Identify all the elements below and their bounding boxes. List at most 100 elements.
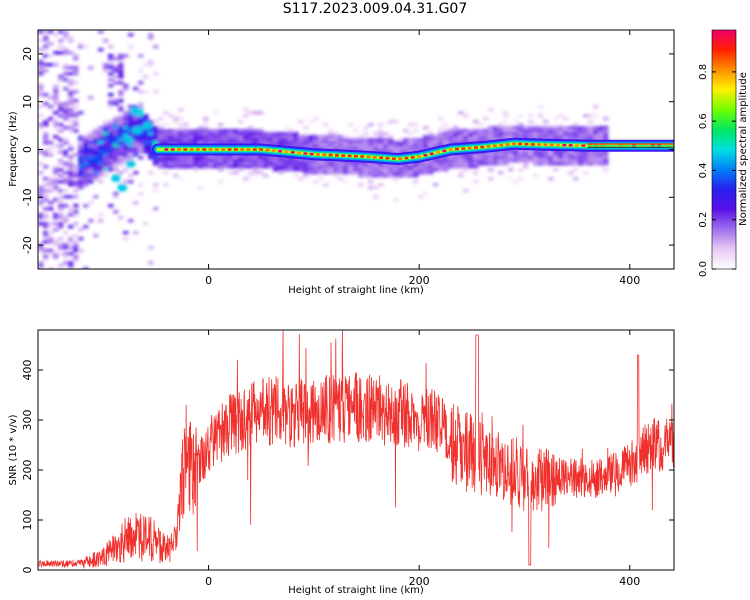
x-tick-label: 0 xyxy=(205,274,212,287)
spectrogram-cell xyxy=(563,126,569,130)
spectrogram-cell xyxy=(123,114,129,118)
spectrogram-cell xyxy=(63,252,69,256)
spectrogram-cell xyxy=(98,138,104,142)
spectrogram-cell xyxy=(98,147,104,151)
spectrogram-cell xyxy=(288,162,294,166)
spectrogram-cell xyxy=(108,99,114,103)
spectrogram-cell xyxy=(183,162,189,166)
spectrogram-cell xyxy=(468,129,474,133)
spectrogram-cell xyxy=(118,126,124,130)
spectrogram-cell xyxy=(38,105,44,109)
spectrogram-cell xyxy=(603,156,609,160)
spectrogram-cell xyxy=(263,162,269,166)
spectrogram-cell xyxy=(383,141,389,145)
spectrogram-cell xyxy=(123,159,129,163)
spectrogram-cell xyxy=(238,159,244,163)
spectrogram-cell xyxy=(598,153,604,157)
spectrogram-cell xyxy=(433,168,439,172)
spectrogram-cell xyxy=(303,126,309,130)
spectrogram-cell xyxy=(83,177,89,181)
spectrogram-cell xyxy=(68,81,74,85)
spectrogram-cell xyxy=(58,45,64,49)
spectrogram-cell xyxy=(538,114,544,118)
ridge-peak-mark xyxy=(398,157,403,161)
spectrogram-cell xyxy=(413,138,419,142)
spectrogram-cell xyxy=(548,132,554,136)
spectrogram-cell xyxy=(58,138,64,142)
spectrogram-cell xyxy=(453,165,459,169)
spectrogram-cell xyxy=(483,162,489,166)
spectrogram-cell xyxy=(88,96,94,100)
spectrogram-cell xyxy=(68,252,74,256)
spectrogram-cell xyxy=(43,123,49,127)
spectrogram-cell xyxy=(73,246,79,250)
spectrogram-cell xyxy=(218,129,224,133)
spectrogram-cell xyxy=(348,171,354,175)
spectrogram-cell xyxy=(228,141,234,145)
spectrogram-cell xyxy=(83,144,89,148)
spectrogram-cell xyxy=(353,144,359,148)
spectrogram-cell xyxy=(253,159,259,163)
spectrogram-cell xyxy=(63,177,69,181)
spectrogram-cell xyxy=(328,132,334,136)
spectrogram-cell xyxy=(393,120,399,124)
spectrogram-cell xyxy=(83,225,89,229)
spectrogram-cell xyxy=(393,141,399,145)
spectrogram-cell xyxy=(178,138,184,142)
spectrogram-cell xyxy=(148,171,154,175)
spectrogram-cell xyxy=(83,162,89,166)
spectrogram-cell xyxy=(328,135,334,139)
spectrogram-cell xyxy=(418,168,424,172)
spectrogram-blob xyxy=(123,135,134,144)
spectrogram-cell xyxy=(48,180,54,184)
colorbar-tick-label: 0.0 xyxy=(698,261,709,277)
spectrogram-cell xyxy=(593,153,599,157)
spectrogram-cell xyxy=(438,165,444,169)
spectrogram-cell xyxy=(48,249,54,253)
spectrogram-cell xyxy=(108,141,114,145)
spectrogram-cell xyxy=(168,165,174,169)
spectrogram-cell xyxy=(43,258,49,262)
spectrogram-cell xyxy=(73,213,79,217)
spectrogram-cell xyxy=(153,132,159,136)
spectrogram-cell xyxy=(63,87,69,91)
spectrogram-cell xyxy=(68,264,74,268)
spectrogram-cell xyxy=(138,102,144,106)
spectrogram-blob xyxy=(131,126,142,135)
spectrogram-cell xyxy=(228,129,234,133)
spectrogram-cell xyxy=(243,132,249,136)
spectrogram-cell xyxy=(103,171,109,175)
spectrogram-cell xyxy=(53,252,59,256)
spectrogram-cell xyxy=(68,39,74,43)
spectrogram-cell xyxy=(98,48,104,52)
spectrogram-cell xyxy=(83,168,89,172)
spectrogram-cell xyxy=(148,141,154,145)
ridge-peak-mark xyxy=(227,148,232,151)
spectrogram-cell xyxy=(43,69,49,73)
spectrogram-cell xyxy=(38,39,44,43)
spectrogram-cell xyxy=(103,153,109,157)
spectrogram-cell xyxy=(148,246,154,250)
spectrogram-cell xyxy=(98,156,104,160)
spectrogram-cell xyxy=(293,165,299,169)
spectrogram-cell xyxy=(293,135,299,139)
spectrogram-cell xyxy=(68,111,74,115)
spectrogram-cell xyxy=(358,162,364,166)
spectrogram-cell xyxy=(508,129,514,133)
spectrogram-cell xyxy=(38,150,44,154)
spectrogram-cell xyxy=(378,147,384,151)
spectrogram-cell xyxy=(133,114,139,118)
colorbar-ticks: 0.00.20.40.60.8 xyxy=(698,64,736,277)
spectrogram-cell xyxy=(78,138,84,142)
spectrogram-cell xyxy=(63,63,69,67)
spectrogram-cell xyxy=(313,171,319,175)
spectrogram-cell xyxy=(288,141,294,145)
spectrogram-cell xyxy=(313,168,319,172)
spectrogram-cell xyxy=(68,180,74,184)
spectrogram-cell xyxy=(588,156,594,160)
spectrogram-cell xyxy=(163,141,169,145)
spectrogram-cell xyxy=(413,129,419,133)
spectrogram-cell xyxy=(143,117,149,121)
spectrogram-cell xyxy=(383,168,389,172)
